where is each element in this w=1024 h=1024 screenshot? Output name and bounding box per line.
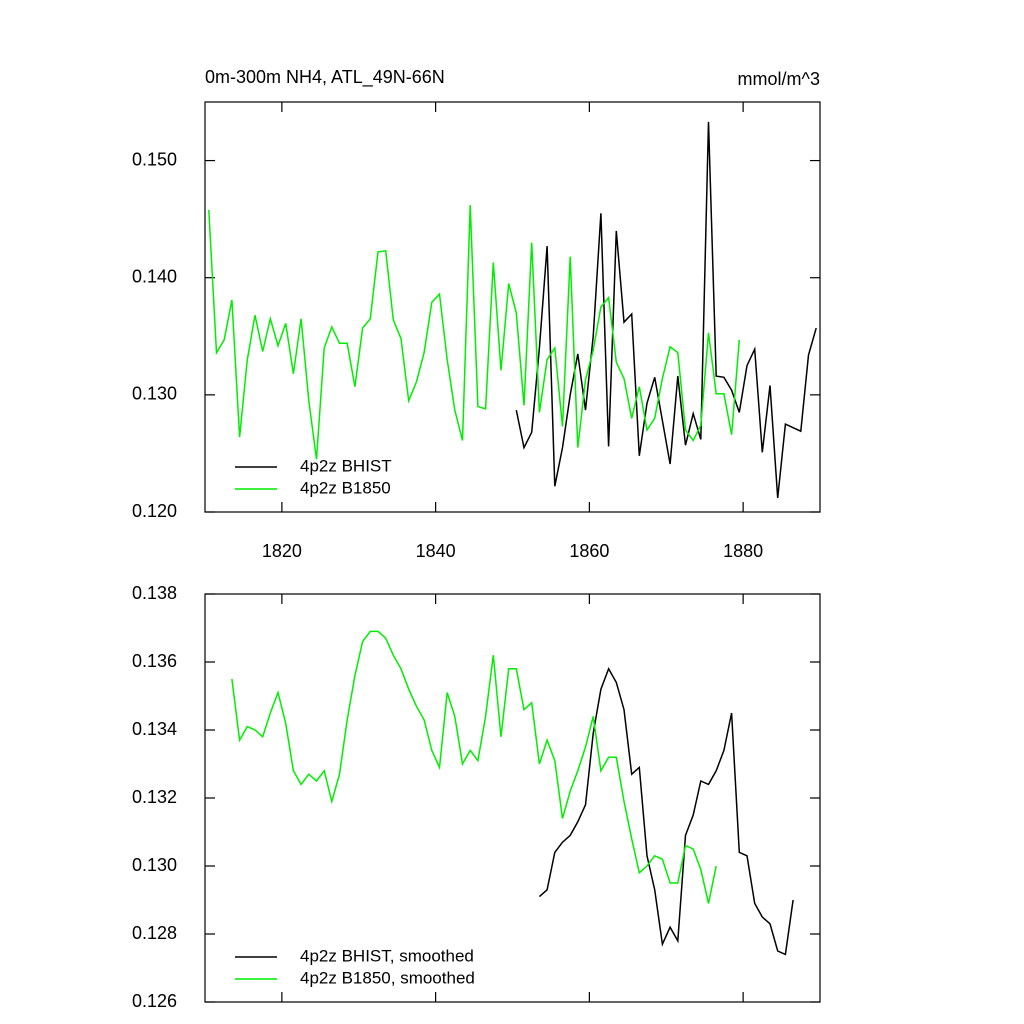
- units-label: mmol/m^3: [738, 69, 820, 89]
- x-tick-label: 1820: [262, 541, 302, 561]
- legend-label: 4p2z BHIST, smoothed: [300, 946, 474, 965]
- x-tick-label: 1880: [723, 541, 763, 561]
- y-tick-label: 0.130: [132, 855, 177, 875]
- plot-frame: [204, 593, 821, 1003]
- data-line: [231, 630, 717, 904]
- y-tick-label: 0.134: [132, 719, 177, 739]
- y-tick-label: 0.140: [132, 266, 177, 286]
- y-tick-label: 0.150: [132, 149, 177, 169]
- data-line: [515, 121, 817, 498]
- legend-label: 4p2z B1850: [300, 478, 391, 497]
- data-line: [208, 205, 741, 460]
- y-tick-label: 0.130: [132, 384, 177, 404]
- plot-frame: [204, 101, 821, 513]
- x-tick-label: 1840: [416, 541, 456, 561]
- y-tick-label: 0.138: [132, 583, 177, 603]
- y-tick-label: 0.128: [132, 923, 177, 943]
- legend-label: 4p2z B1850, smoothed: [300, 968, 475, 987]
- y-tick-label: 0.136: [132, 651, 177, 671]
- x-tick-label: 1860: [569, 541, 609, 561]
- y-tick-label: 0.132: [132, 787, 177, 807]
- y-tick-label: 0.120: [132, 501, 177, 521]
- legend-label: 4p2z BHIST: [300, 456, 392, 475]
- chart-title: 0m-300m NH4, ATL_49N-66N: [205, 67, 445, 88]
- data-line: [538, 667, 794, 956]
- y-tick-label: 0.126: [132, 991, 177, 1011]
